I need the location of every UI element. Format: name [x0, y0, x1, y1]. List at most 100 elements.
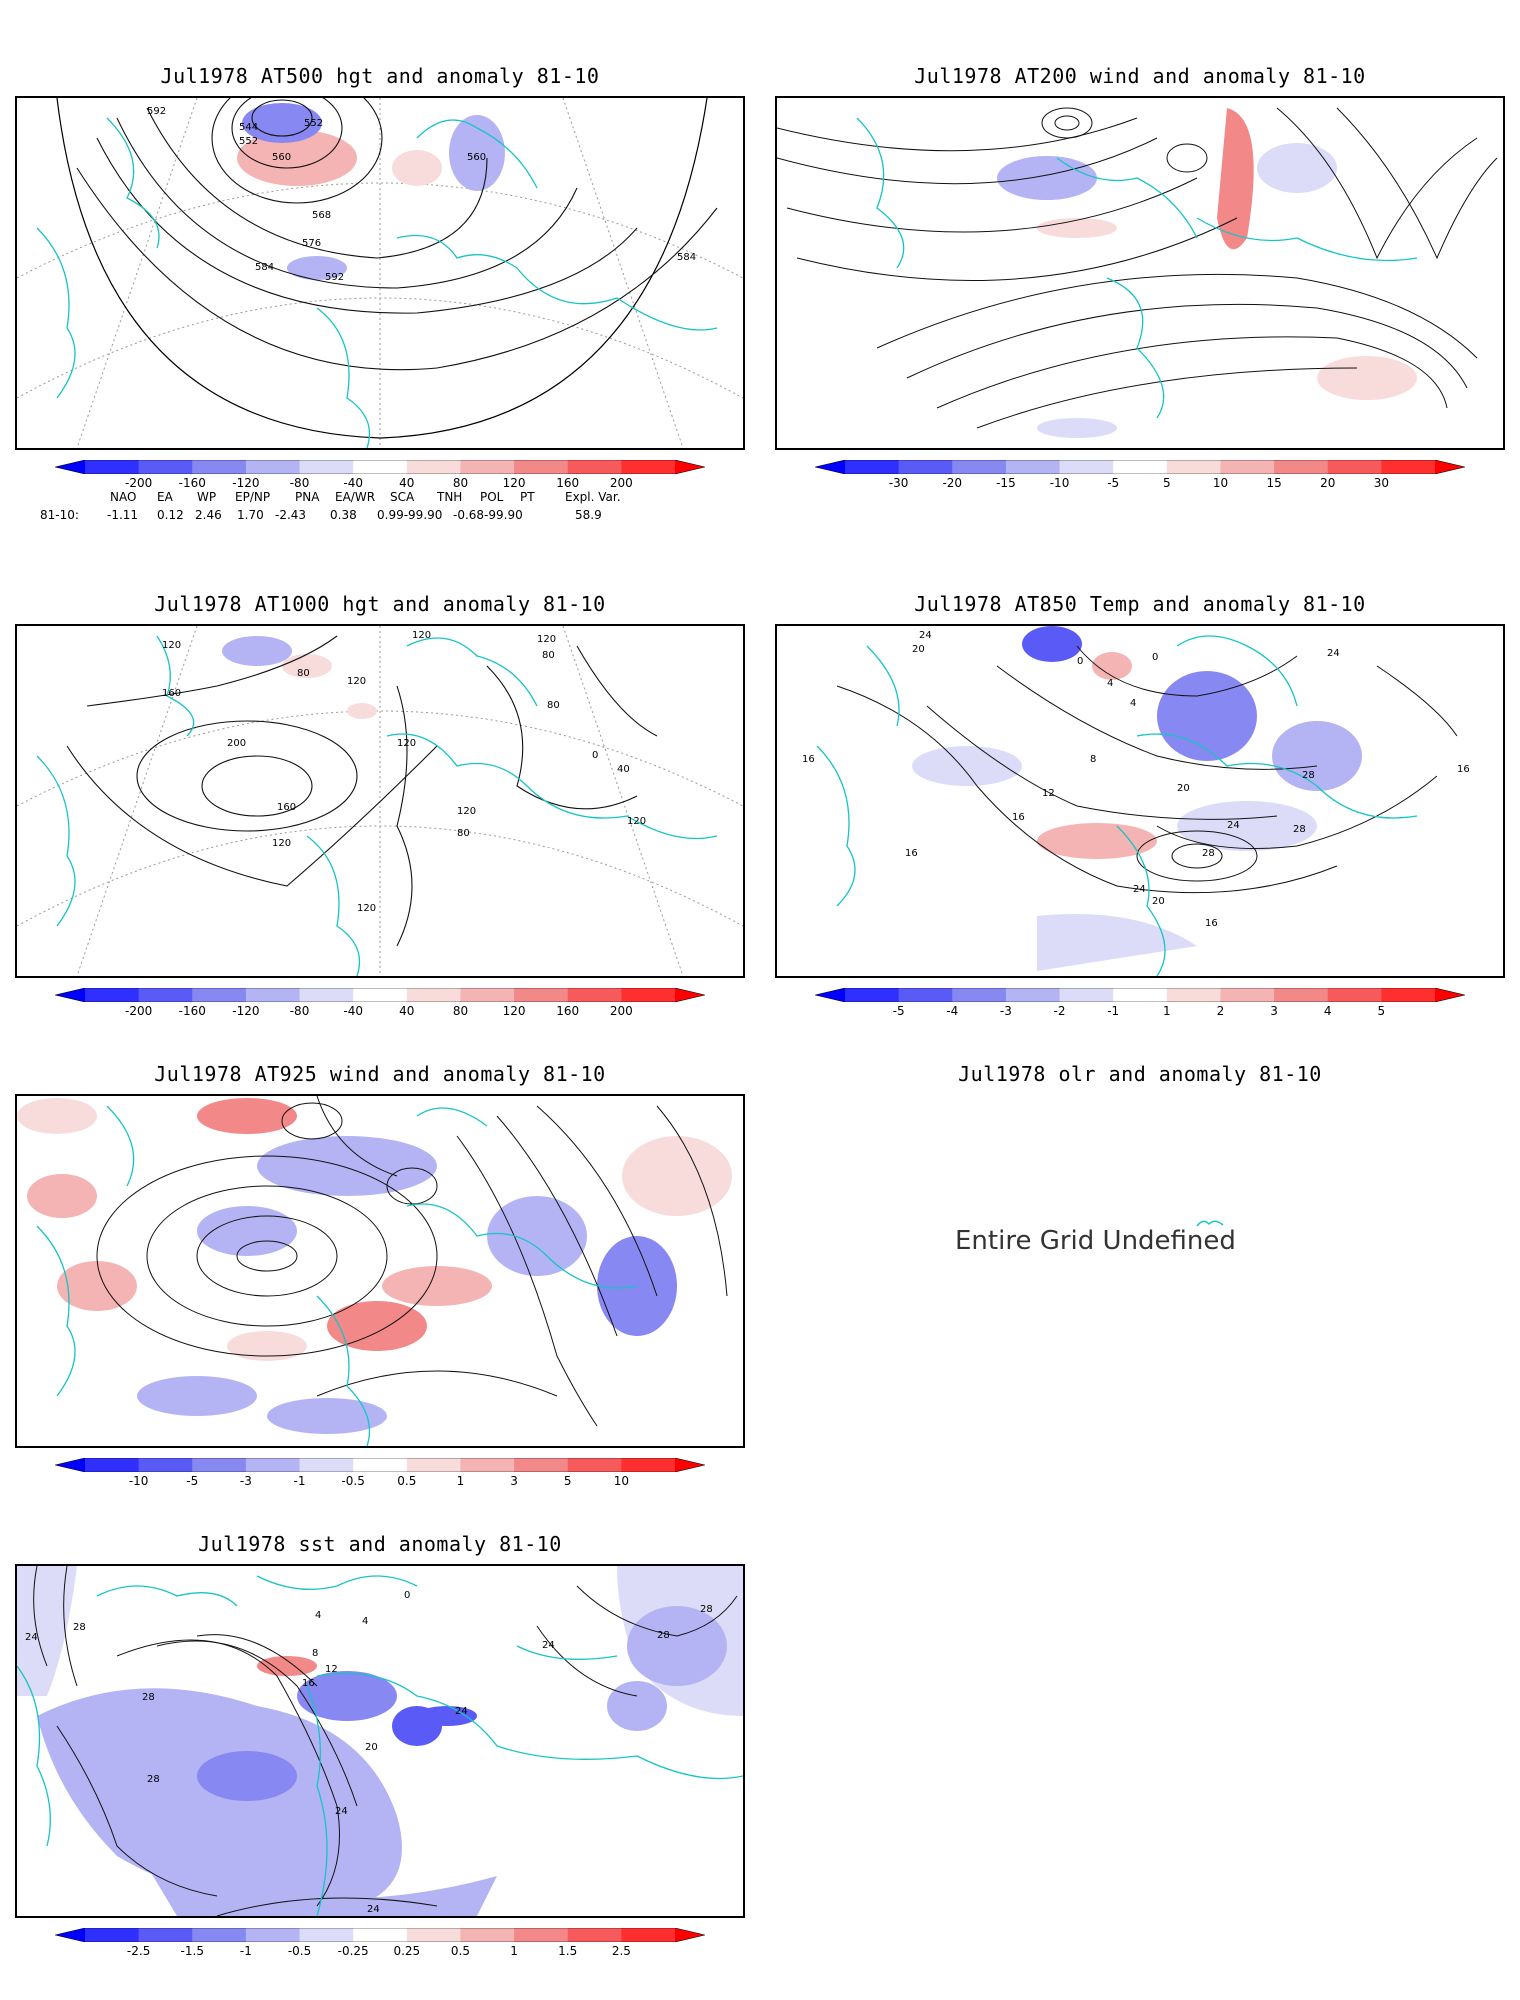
colorbar-segment [1274, 460, 1329, 474]
colorbar-segment [353, 460, 408, 474]
colorbar-segment [567, 1458, 622, 1472]
colorbar-tick-label: -0.25 [337, 1944, 369, 1958]
colorbar-segment [85, 988, 140, 1002]
contour-label: 160 [162, 688, 181, 699]
colorbar-segment [245, 460, 301, 474]
colorbar-segment [353, 1458, 408, 1472]
colorbar-tick-label: 4 [1323, 1004, 1332, 1018]
contour-label: 120 [412, 630, 431, 641]
index-header: NAO [110, 490, 137, 504]
colorbar-tick-label: 120 [502, 476, 526, 490]
panel-at500-hgt: Jul1978 AT500 hgt and anomaly 81-10 [15, 60, 745, 530]
contour-label: 120 [272, 838, 291, 849]
index-header: WP [197, 490, 217, 504]
colorbar-tick-label: -0.5 [287, 1944, 312, 1958]
colorbar-segment [460, 460, 515, 474]
map-plot: 592 544 552 552 560 560 568 576 584 592 … [17, 98, 743, 448]
index-value: 0.99-99.90 [377, 508, 443, 522]
panel-title: Jul1978 olr and anomaly 81-10 [958, 1062, 1322, 1086]
colorbar-segment [1166, 460, 1221, 474]
colorbar-segment [1005, 460, 1061, 474]
colorbar-segment [567, 460, 622, 474]
panel-title: Jul1978 AT850 Temp and anomaly 81-10 [914, 592, 1366, 616]
colorbar-segment [514, 988, 569, 1002]
map-frame: 120 120 80 120 120 80 160 200 160 120 12… [15, 624, 745, 978]
index-value: 58.9 [575, 508, 602, 522]
contour-label: 16 [1457, 764, 1470, 775]
contour-label: 120 [162, 640, 181, 651]
colorbar-tick-label: -10 [1049, 476, 1070, 490]
hemisphere-edge [56, 98, 708, 439]
temperature-contours [836, 645, 1458, 894]
contour-labels: 120 120 80 120 120 80 160 200 160 120 12… [162, 630, 646, 914]
panel-title: Jul1978 sst and anomaly 81-10 [198, 1532, 562, 1556]
colorbar-tick-label: -120 [232, 1004, 260, 1018]
colorbar-tick-label: 80 [452, 1004, 469, 1018]
colorbar-tick-label: -2 [1053, 1004, 1066, 1018]
contour-label: 80 [297, 668, 310, 679]
colorbar-segment [245, 1928, 301, 1942]
colorbar-segment [406, 988, 461, 1002]
contour-label: 560 [467, 152, 486, 163]
colorbar-segment [138, 1928, 193, 1942]
contour-label: 120 [457, 806, 476, 817]
contour-label: 28 [147, 1774, 160, 1785]
colorbar-tick-label: 5 [1377, 1004, 1386, 1018]
colorbar-tick-label: 1 [510, 1944, 518, 1958]
colorbar-segment [460, 1458, 515, 1472]
contour-label: 20 [365, 1742, 378, 1753]
panel-olr: Jul1978 olr and anomaly 81-10 Entire Gri… [775, 1058, 1505, 1258]
colorbar-tick-label: 10 [613, 1474, 629, 1488]
colorbar-segment [353, 988, 408, 1002]
colorbar-segment [621, 1458, 676, 1472]
index-row-label: 81-10: [40, 508, 79, 522]
contour-label: 4 [315, 1610, 321, 1621]
contour-label: 80 [457, 828, 470, 839]
colorbar-temp [815, 988, 1465, 1002]
colorbar-tip-low [55, 460, 85, 474]
colorbar-tick-label: 15 [1266, 476, 1282, 490]
contour-label: 12 [1042, 788, 1055, 799]
contour-label: 560 [272, 152, 291, 163]
colorbar-tick-label: -20 [942, 476, 963, 490]
colorbar-tick-label: 40 [399, 1004, 415, 1018]
map-plot [17, 1096, 732, 1446]
contour-label: 584 [255, 262, 274, 273]
panel-at200-wind: Jul1978 AT200 wind and anomaly 81-10 [775, 60, 1505, 490]
contour-label: 4 [362, 1616, 368, 1627]
colorbar-labels: -200 -160 -120 -80 -40 40 80 120 160 200 [55, 1004, 705, 1020]
colorbar-segment [514, 1928, 569, 1942]
colorbar-tick-label: -80 [289, 476, 310, 490]
index-header: PNA [295, 490, 320, 504]
colorbar-tick-label: -160 [178, 1004, 206, 1018]
colorbar-wind925 [55, 1458, 705, 1472]
contour-label: 120 [347, 676, 366, 687]
contour-label: 4 [1107, 678, 1113, 689]
colorbar-tick-label: 1 [456, 1474, 465, 1488]
colorbar-tick-label: -200 [125, 1004, 153, 1018]
colorbar-segment [845, 460, 900, 474]
colorbar-segment [138, 988, 193, 1002]
colorbar-segment [952, 460, 1007, 474]
contour-label: 28 [700, 1604, 713, 1615]
contour-label: 80 [547, 700, 560, 711]
coastlines [17, 1575, 743, 1916]
colorbar-segment [1220, 460, 1275, 474]
contour-label: 16 [1012, 812, 1025, 823]
index-value: -0.68-99.90 [453, 508, 523, 522]
colorbar-segment [85, 1458, 140, 1472]
colorbar-segment [1005, 988, 1061, 1002]
contour-label: 28 [1302, 770, 1315, 781]
contour-label: 592 [325, 272, 344, 283]
map-frame: 24 28 28 28 24 20 16 12 8 4 0 4 24 24 28… [15, 1564, 745, 1918]
colorbar-tip-low [815, 988, 845, 1002]
colorbar-labels: -5 -4 -3 -2 -1 1 2 3 4 5 [815, 1004, 1465, 1020]
contour-label: 8 [1090, 754, 1096, 765]
coastlines [36, 635, 718, 976]
colorbar-wind200 [815, 460, 1465, 474]
colorbar-sst [55, 1928, 705, 1942]
index-value: -2.43 [275, 508, 307, 522]
colorbar-segment [138, 1458, 193, 1472]
colorbar-segment [460, 1928, 515, 1942]
colorbar-segment [353, 1928, 408, 1942]
